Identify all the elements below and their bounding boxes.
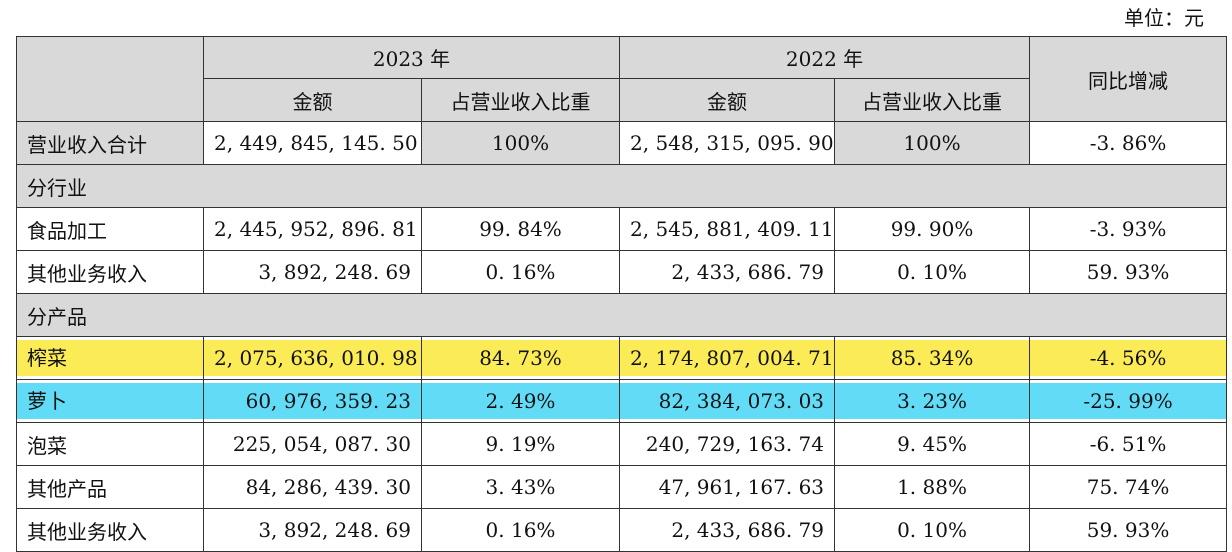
amount-2022: 2, 545, 881, 409. 11: [619, 207, 836, 251]
unit-label: 单位：元: [1124, 6, 1204, 30]
amount-2022: 47, 961, 167. 63: [619, 465, 836, 509]
table-row: 其他业务收入 3, 892, 248. 69 0. 16% 2, 433, 68…: [16, 508, 1228, 552]
table-row: 泡菜 225, 054, 087. 30 9. 19% 240, 729, 16…: [16, 422, 1228, 466]
header-blank: [16, 36, 204, 122]
row-label: 食品加工: [16, 207, 204, 251]
amount-2022: 2, 433, 686. 79: [619, 508, 836, 552]
yoy-change: -25. 99%: [1030, 383, 1226, 419]
share-2023: 9. 19%: [420, 422, 621, 466]
share-2022: 85. 34%: [835, 340, 1029, 376]
section-row-industry: 分行业: [15, 164, 1228, 208]
share-2022: 9. 45%: [834, 422, 1031, 466]
yoy-change: 59. 93%: [1029, 250, 1228, 294]
share-2022: 1. 88%: [834, 465, 1031, 509]
amount-2022: 82, 384, 073. 03: [620, 383, 834, 419]
share-2022: 0. 10%: [834, 250, 1031, 294]
yoy-change: -4. 56%: [1030, 340, 1226, 376]
amount-2023: 225, 054, 087. 30: [203, 422, 422, 466]
share-2023: 2. 49%: [422, 383, 619, 419]
amount-2022: 2, 174, 807, 004. 71: [620, 340, 834, 376]
share-2022: 3. 23%: [835, 383, 1029, 419]
row-label: 泡菜: [16, 422, 204, 466]
table-row: 食品加工 2, 445, 952, 896. 81 99. 84% 2, 545…: [16, 207, 1228, 251]
row-label: 营业收入合计: [16, 121, 204, 165]
amount-2023: 3, 892, 248. 69: [203, 250, 422, 294]
yoy-change: -6. 51%: [1029, 422, 1228, 466]
row-label: 榨菜: [17, 340, 203, 376]
table-row-highlighted-yellow: 榨菜 2, 075, 636, 010. 98 84. 73% 2, 174, …: [16, 336, 1228, 380]
share-2023: 3. 43%: [420, 465, 621, 509]
share-2023: 99. 84%: [420, 207, 621, 251]
section-label: 分行业: [15, 164, 1228, 208]
share-2023: 84. 73%: [422, 340, 619, 376]
row-label: 其他业务收入: [16, 250, 204, 294]
header-year-2022: 2022 年: [619, 36, 1031, 79]
amount-2022: 240, 729, 163. 74: [619, 422, 836, 466]
header-year-2023: 2023 年: [202, 36, 621, 79]
row-label: 其他产品: [16, 465, 204, 509]
amount-2023: 3, 892, 248. 69: [203, 508, 422, 552]
row-label: 萝卜: [17, 383, 203, 419]
amount-2023: 60, 976, 359. 23: [204, 383, 421, 419]
yoy-change: 75. 74%: [1029, 465, 1228, 509]
header-yoy: 同比增减: [1029, 36, 1228, 122]
yoy-change: -3. 93%: [1029, 207, 1228, 251]
share-2022: 0. 10%: [834, 508, 1031, 552]
amount-2022: 2, 548, 315, 095. 90: [619, 121, 836, 165]
section-label: 分产品: [15, 293, 1228, 337]
amount-2022: 2, 433, 686. 79: [619, 250, 836, 294]
header-amount-2023: 金额: [203, 78, 422, 122]
share-2022: 99. 90%: [834, 207, 1031, 251]
amount-2023: 84, 286, 439. 30: [203, 465, 422, 509]
amount-2023: 2, 449, 845, 145. 50: [203, 121, 422, 165]
table-row-highlighted-blue: 萝卜 60, 976, 359. 23 2. 49% 82, 384, 073.…: [16, 379, 1228, 423]
amount-2023: 2, 075, 636, 010. 98: [204, 340, 421, 376]
header-share-2022: 占营业收入比重: [834, 78, 1031, 122]
share-2023: 0. 16%: [420, 250, 621, 294]
table-row-total: 营业收入合计 2, 449, 845, 145. 50 100% 2, 548,…: [16, 121, 1228, 165]
header-amount-2022: 金额: [619, 78, 836, 122]
share-2023: 100%: [420, 121, 621, 165]
yoy-change: 59. 93%: [1029, 508, 1228, 552]
table-row: 其他产品 84, 286, 439. 30 3. 43% 47, 961, 16…: [16, 465, 1228, 509]
amount-2023: 2, 445, 952, 896. 81: [203, 207, 422, 251]
revenue-table: 2023 年 2022 年 同比增减 金额 占营业收入比重 金额 占营业收入比重…: [15, 36, 1228, 552]
share-2023: 0. 16%: [420, 508, 621, 552]
table-row: 其他业务收入 3, 892, 248. 69 0. 16% 2, 433, 68…: [16, 250, 1228, 294]
share-2022: 100%: [834, 121, 1031, 165]
yoy-change: -3. 86%: [1029, 121, 1228, 165]
section-row-product: 分产品: [15, 293, 1228, 337]
header-share-2023: 占营业收入比重: [420, 78, 621, 122]
row-label: 其他业务收入: [16, 508, 204, 552]
